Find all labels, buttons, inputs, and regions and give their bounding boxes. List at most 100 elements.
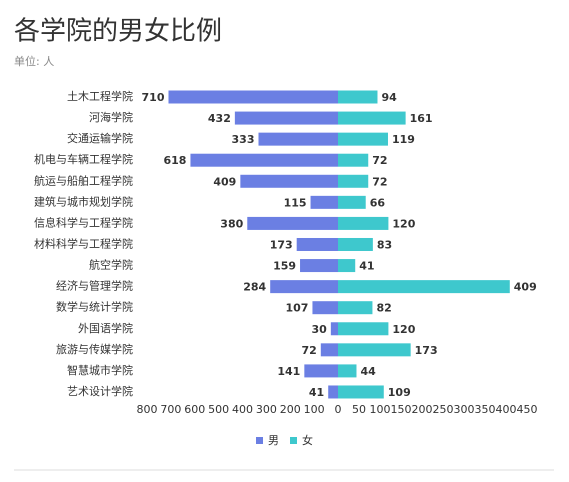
value-label: 159 <box>273 260 296 273</box>
bar <box>338 364 357 378</box>
x-tick-label: 250 <box>433 403 454 416</box>
value-label: 161 <box>410 112 433 125</box>
legend-swatch <box>256 437 263 444</box>
bar <box>338 385 384 399</box>
legend-swatch <box>290 437 297 444</box>
bar <box>338 90 378 104</box>
value-label: 380 <box>220 217 243 230</box>
bar <box>338 195 366 209</box>
value-label: 72 <box>372 154 387 167</box>
chart-subtitle: 单位: 人 <box>14 54 54 68</box>
x-tick-label: 500 <box>208 403 229 416</box>
value-label: 409 <box>514 281 537 294</box>
bar <box>338 322 389 336</box>
x-tick-label: 0 <box>335 403 342 416</box>
bar <box>310 195 338 209</box>
value-label: 109 <box>388 386 411 399</box>
x-tick-label: 700 <box>160 403 181 416</box>
bar <box>168 90 338 104</box>
value-label: 30 <box>312 323 328 336</box>
legend-label: 女 <box>302 433 313 447</box>
value-label: 710 <box>142 91 165 104</box>
value-label: 41 <box>359 260 374 273</box>
category-label: 旅游与传媒学院 <box>56 342 133 356</box>
value-label: 173 <box>270 238 293 251</box>
x-tick-label: 300 <box>256 403 277 416</box>
bar <box>296 237 338 251</box>
bar <box>338 216 389 230</box>
bar <box>247 216 338 230</box>
bar <box>338 132 388 146</box>
value-label: 120 <box>392 217 415 230</box>
bar <box>312 301 338 315</box>
x-tick-label: 450 <box>517 403 538 416</box>
value-label: 66 <box>370 196 386 209</box>
category-label: 建筑与城市规划学院 <box>34 194 133 208</box>
value-label: 83 <box>377 238 392 251</box>
category-label: 信息科学与工程学院 <box>34 215 133 229</box>
value-label: 409 <box>213 175 236 188</box>
x-tick-label: 150 <box>391 403 412 416</box>
value-label: 44 <box>360 365 376 378</box>
value-label: 333 <box>232 133 255 146</box>
x-tick-label: 300 <box>454 403 475 416</box>
value-label: 72 <box>301 344 316 357</box>
bar <box>258 132 338 146</box>
category-label: 外国语学院 <box>78 321 133 335</box>
value-label: 41 <box>309 386 324 399</box>
bar <box>338 111 406 125</box>
bar <box>320 343 338 357</box>
bar <box>270 280 338 294</box>
value-label: 141 <box>277 365 300 378</box>
bar <box>338 237 373 251</box>
category-label: 机电与车辆工程学院 <box>34 152 133 166</box>
x-tick-label: 350 <box>475 403 496 416</box>
category-label: 航空学院 <box>89 258 133 272</box>
value-label: 94 <box>381 91 397 104</box>
value-label: 120 <box>392 323 415 336</box>
category-label: 河海学院 <box>89 110 133 124</box>
bar <box>338 301 373 315</box>
value-label: 119 <box>392 133 415 146</box>
value-label: 618 <box>163 154 186 167</box>
bar <box>338 153 369 167</box>
bar <box>304 364 338 378</box>
value-label: 173 <box>415 344 438 357</box>
x-tick-label: 200 <box>412 403 433 416</box>
bar <box>338 343 411 357</box>
bar <box>190 153 338 167</box>
x-tick-label: 100 <box>304 403 325 416</box>
category-label: 材料科学与工程学院 <box>34 236 133 250</box>
legend-label: 男 <box>268 434 279 447</box>
bar <box>338 259 356 273</box>
x-tick-label: 400 <box>496 403 517 416</box>
category-label: 土木工程学院 <box>67 89 133 103</box>
chart-title: 各学院的男女比例 <box>14 17 222 47</box>
category-label: 航运与船舶工程学院 <box>34 173 133 187</box>
bar <box>328 385 338 399</box>
bar <box>338 280 510 294</box>
value-label: 115 <box>284 196 307 209</box>
x-tick-label: 100 <box>370 403 391 416</box>
bar <box>330 322 338 336</box>
category-label: 交通运输学院 <box>67 131 133 145</box>
category-label: 数学与统计学院 <box>56 300 133 314</box>
x-tick-label: 50 <box>352 403 366 416</box>
x-tick-label: 400 <box>232 403 253 416</box>
x-tick-label: 600 <box>184 403 205 416</box>
x-tick-label: 200 <box>280 403 301 416</box>
category-label: 艺术设计学院 <box>67 384 133 398</box>
value-label: 72 <box>372 175 387 188</box>
x-tick-label: 800 <box>137 403 158 416</box>
bar <box>300 259 338 273</box>
value-label: 107 <box>285 302 308 315</box>
category-label: 智慧城市学院 <box>67 363 133 377</box>
value-label: 432 <box>208 112 231 125</box>
category-label: 经济与管理学院 <box>56 279 133 293</box>
bar <box>234 111 338 125</box>
value-label: 284 <box>243 281 266 294</box>
bar <box>240 174 338 188</box>
value-label: 82 <box>376 302 391 315</box>
bar <box>338 174 369 188</box>
